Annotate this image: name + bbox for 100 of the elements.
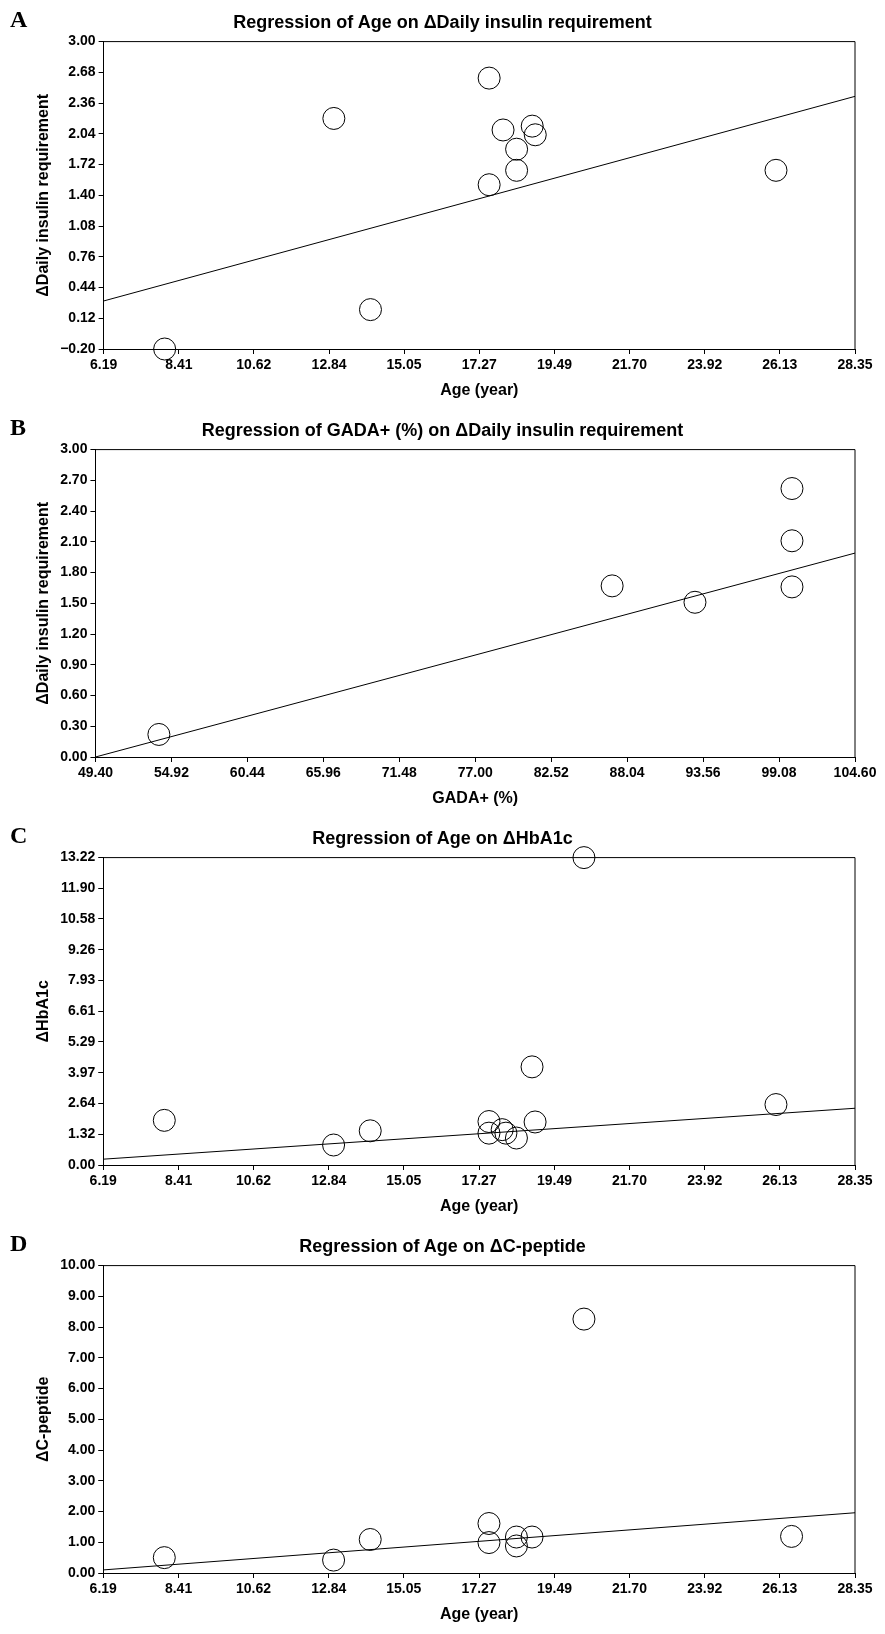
x-tick-label: 12.84 [311, 356, 347, 373]
y-tick-label: 5.00 [67, 1410, 96, 1427]
y-tick-label: 0.76 [68, 247, 96, 264]
y-tick-label: 3.00 [60, 440, 88, 457]
x-tick-label: 23.92 [687, 1172, 723, 1189]
chart-title: Regression of Age on ΔC-peptide [299, 1235, 586, 1256]
y-tick-label: 8.00 [67, 1317, 96, 1334]
x-tick-label: 12.84 [311, 1172, 347, 1189]
x-tick-label: 93.56 [685, 764, 721, 781]
y-tick-label: 9.00 [67, 1287, 96, 1304]
x-tick-label: 12.84 [311, 1580, 347, 1597]
y-tick-label: 1.08 [68, 216, 96, 233]
x-tick-label: 10.62 [236, 356, 272, 373]
y-tick-label: 1.40 [68, 186, 96, 203]
y-tick-label: 0.90 [60, 655, 88, 672]
y-tick-label: 6.00 [67, 1379, 96, 1396]
x-tick-label: 88.04 [609, 764, 645, 781]
chart-title: Regression of GADA+ (%) on ΔDaily insulin requirement [201, 419, 684, 440]
x-tick-label: 60.44 [229, 764, 266, 781]
y-axis-title: ΔDaily insulin requirement [34, 501, 52, 705]
y-tick-label: 2.00 [67, 1502, 96, 1519]
y-tick-label: 7.00 [67, 1348, 96, 1365]
x-tick-label: 15.05 [386, 356, 422, 373]
x-tick-label: 10.62 [236, 1172, 272, 1189]
y-tick-label: 1.32 [67, 1125, 96, 1142]
y-tick-label: 9.26 [67, 940, 96, 957]
y-tick-label: 0.00 [60, 747, 88, 764]
y-tick-label: 3.97 [67, 1063, 96, 1080]
y-tick-label: 1.50 [60, 594, 88, 611]
y-tick-label: 1.20 [60, 624, 88, 641]
x-tick-label: 23.92 [687, 356, 723, 373]
x-tick-label: 21.70 [612, 356, 648, 373]
y-tick-label: 1.72 [68, 155, 96, 172]
x-tick-label: 28.35 [837, 356, 873, 373]
x-axis-title: Age (year) [440, 380, 519, 398]
y-tick-label: 2.64 [67, 1094, 96, 1111]
chart-title: Regression of Age on ΔDaily insulin requirement [233, 11, 652, 32]
chart-title: Regression of Age on ΔHbA1c [312, 827, 573, 848]
y-tick-label: 3.00 [68, 32, 96, 49]
x-tick-label: 21.70 [611, 1172, 648, 1189]
x-tick-label: 17.27 [461, 1172, 497, 1189]
y-tick-label: 11.90 [60, 879, 96, 896]
y-tick-label: −0.20 [60, 339, 96, 356]
y-axis-title: ΔDaily insulin requirement [34, 93, 52, 297]
x-tick-label: 21.70 [611, 1580, 648, 1597]
x-tick-label: 17.27 [461, 356, 498, 373]
y-tick-label: 0.00 [67, 1563, 96, 1580]
x-tick-label: 26.13 [762, 356, 798, 373]
y-tick-label: 1.00 [67, 1533, 96, 1550]
x-tick-label: 8.41 [164, 1580, 193, 1597]
y-tick-label: 2.36 [68, 93, 96, 110]
y-tick-label: 0.30 [60, 717, 88, 734]
x-tick-label: 28.35 [837, 1580, 873, 1597]
y-tick-label: 2.10 [60, 532, 88, 549]
y-tick-label: 2.40 [60, 501, 88, 518]
x-tick-label: 82.52 [533, 764, 569, 781]
y-tick-label: 10.58 [60, 909, 96, 926]
text: C [10, 822, 28, 849]
y-axis-title: ΔHbA1c [34, 980, 52, 1043]
x-tick-label: 8.41 [165, 356, 193, 373]
x-tick-label: 19.49 [536, 1580, 573, 1597]
x-axis-title: Age (year) [439, 1604, 519, 1622]
x-tick-label: 6.19 [89, 1172, 118, 1189]
x-tick-label: 6.19 [90, 356, 118, 373]
y-tick-label: 0.60 [60, 686, 88, 703]
x-tick-label: 15.05 [386, 1172, 422, 1189]
x-tick-label: 49.40 [77, 764, 114, 781]
x-tick-label: 99.08 [761, 764, 797, 781]
y-tick-label: 3.00 [67, 1471, 96, 1488]
text: A [10, 6, 28, 33]
x-tick-label: 26.13 [762, 1580, 798, 1597]
x-tick-label: 19.49 [537, 356, 573, 373]
y-tick-label: 7.93 [67, 971, 96, 988]
x-tick-label: 6.19 [89, 1580, 118, 1597]
x-axis-title: GADA+ (%) [432, 788, 519, 806]
x-tick-label: 104.60 [833, 764, 877, 781]
x-tick-label: 19.49 [536, 1172, 573, 1189]
x-tick-label: 77.00 [457, 764, 493, 781]
y-tick-label: 4.00 [67, 1440, 96, 1457]
y-axis-title: ΔC-peptide [34, 1376, 52, 1462]
x-tick-label: 10.62 [236, 1580, 272, 1597]
y-tick-label: 2.68 [68, 63, 96, 80]
x-tick-label: 71.48 [381, 764, 417, 781]
text: D [10, 1230, 28, 1257]
y-tick-label: 13.22 [60, 848, 96, 865]
text: B [10, 414, 27, 441]
x-tick-label: 17.27 [461, 1580, 497, 1597]
y-tick-label: 5.29 [67, 1032, 96, 1049]
y-tick-label: 6.61 [67, 1002, 96, 1019]
y-tick-label: 0.12 [68, 309, 96, 326]
y-tick-label: 1.80 [60, 563, 88, 580]
x-tick-label: 15.05 [386, 1580, 422, 1597]
x-tick-label: 65.96 [305, 764, 342, 781]
y-tick-label: 2.70 [60, 471, 88, 488]
y-tick-label: 10.00 [60, 1256, 96, 1273]
x-tick-label: 54.92 [153, 764, 190, 781]
x-tick-label: 8.41 [164, 1172, 193, 1189]
x-tick-label: 23.92 [687, 1580, 723, 1597]
y-tick-label: 2.04 [68, 124, 96, 141]
x-axis-title: Age (year) [439, 1196, 519, 1214]
